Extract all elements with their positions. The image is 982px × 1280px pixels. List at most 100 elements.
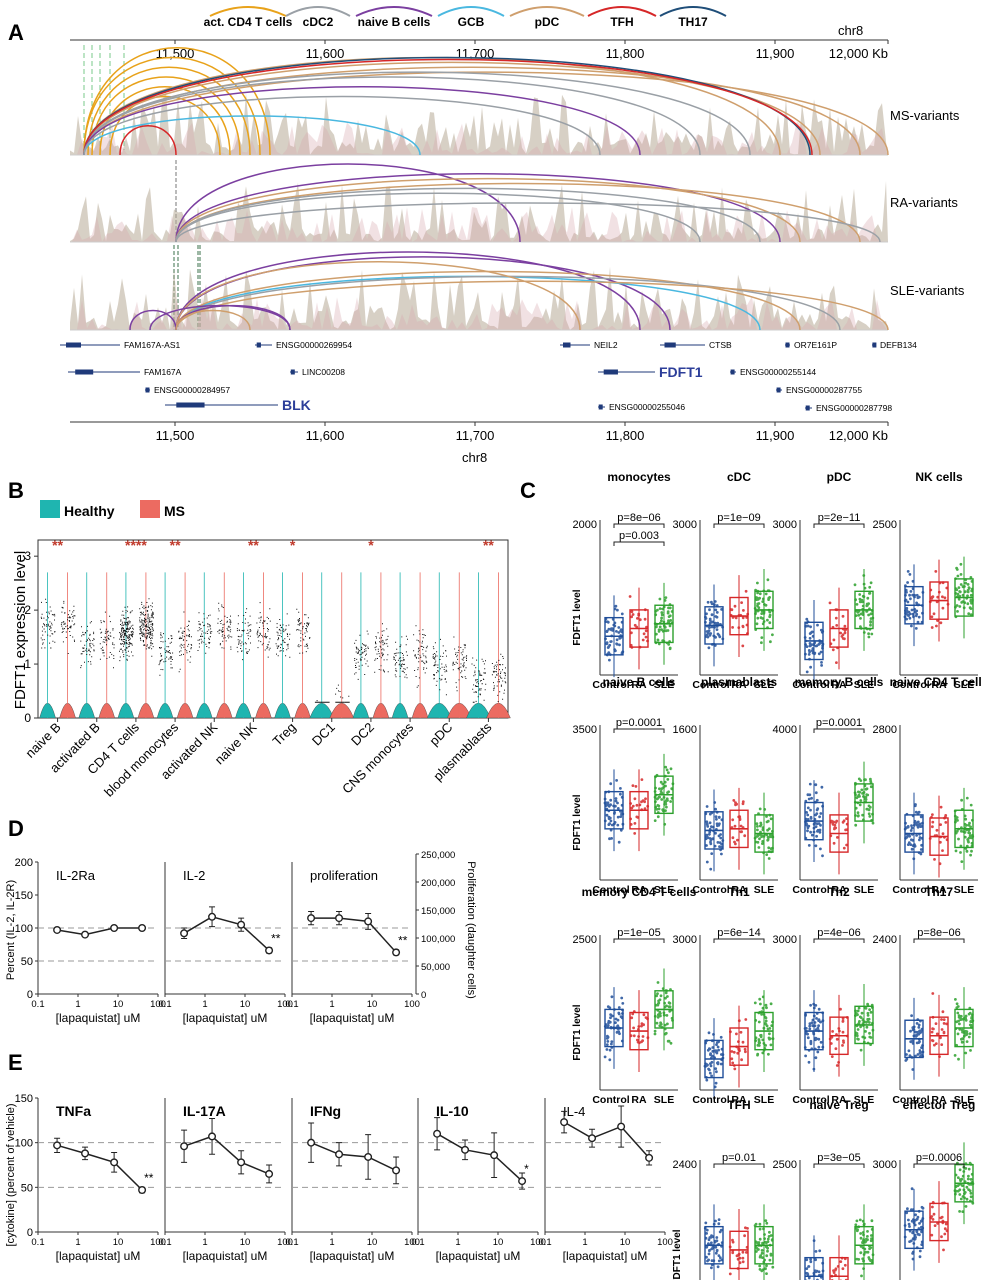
- points-7-0: [314, 700, 330, 703]
- c-points-12-1: [728, 1226, 749, 1276]
- panelE-xtick-label-3-2: 10: [493, 1237, 504, 1248]
- c-panel-title-1: cDC: [727, 470, 751, 484]
- panelD-xlabel-2: [lapaquistat] uM: [310, 1011, 395, 1025]
- top-tick-label-4: 11,900: [756, 46, 795, 61]
- chrom-label-top: chr8: [838, 23, 863, 38]
- c-ymax-12: 2400: [673, 1159, 697, 1171]
- c-group-label-0-0: Control: [592, 679, 629, 691]
- c-pvalue-11-0: p=8e−06: [917, 927, 960, 939]
- c-points-5-0: [704, 801, 725, 871]
- panelE-ytick-label-0: 0: [27, 1227, 33, 1239]
- top-axis-ticks: 11,500 11,600 11,700 11,800 11,900 12,000 Kb: [156, 40, 889, 61]
- bottom-tick-label-0: 11,500: [156, 428, 195, 443]
- panel-b-legend: Healthy MS: [40, 500, 185, 519]
- c-pvalue-1-0: p=1e−09: [717, 512, 760, 524]
- c-group-label-10-2: SLE: [854, 1094, 874, 1106]
- signal-peaks-alt-track-1: [70, 207, 888, 242]
- b-significance-0: **: [52, 537, 63, 553]
- c-points-4-2: [653, 765, 675, 826]
- points-10-1: [452, 636, 468, 692]
- gene-exon-1: [256, 342, 261, 348]
- c-points-9-1: [729, 1018, 748, 1071]
- panelD-y2tick-label-4: 200,000: [421, 878, 455, 889]
- c-bracket-8-0: [613, 938, 665, 943]
- c-ymax-1: 3000: [673, 519, 697, 531]
- panelE-point-1-1: [208, 1132, 217, 1141]
- c-points-13-0: [805, 1239, 825, 1280]
- interaction-arc-19: [175, 173, 781, 243]
- panelE-title-3: IL-10: [436, 1103, 469, 1119]
- c-points-10-0: [803, 1002, 825, 1071]
- c-group-label-3-1: RA: [931, 679, 947, 691]
- panelD-xtick-label-2-0: 0.1: [285, 999, 298, 1010]
- panelD-point-1-3: [265, 946, 274, 955]
- gene-label-3: CTSB: [709, 340, 732, 350]
- panelE-point-2-0: [307, 1138, 316, 1147]
- b-xtick-label-6: Treg: [270, 720, 299, 749]
- gene-label-13: ENSG00000255046: [609, 402, 685, 412]
- b-xtick-label-5: naive NK: [212, 719, 260, 767]
- c-points-8-2: [653, 981, 674, 1045]
- c-bracket-4-0: [613, 728, 665, 733]
- c-points-8-1: [629, 1010, 650, 1045]
- panelE-title-1: IL-17A: [183, 1103, 226, 1119]
- gene-exon-9: [730, 369, 735, 375]
- points-1-1: [99, 611, 115, 669]
- c-points-4-1: [629, 778, 650, 835]
- dose-response-plots-e: 0.1 1 10 100[lapaquistat] uM050100150TNFa**…: [15, 1093, 673, 1263]
- points-4-0: [197, 612, 213, 654]
- panelD-title-0: IL-2Ra: [56, 868, 96, 883]
- interaction-arc-25: [175, 251, 641, 331]
- gene-exon-5: [872, 342, 877, 348]
- b-ytick-label-1: 1: [24, 657, 31, 671]
- c-group-label-2-2: SLE: [854, 679, 874, 691]
- c-group-label-3-2: SLE: [954, 679, 974, 691]
- panel-d-y2label: Proliferation (daughter cells): [465, 861, 477, 999]
- c-pvalue-12-0: p=0.01: [722, 1152, 756, 1164]
- panelE-series-line-1: [183, 1135, 270, 1175]
- gene-annotation-track: FAM167A-AS1 ENSG00000269954 NEIL2 CTSB OR7E1…: [60, 340, 917, 413]
- points-1-0: [80, 621, 95, 669]
- panelE-series-line-2: [310, 1142, 397, 1172]
- panelD-ytick-label-0: 0: [27, 989, 33, 1001]
- panelD-annotation-2: **: [398, 933, 408, 947]
- panelD-ytick-label-2: 100: [15, 923, 33, 935]
- gene-exon-4: [785, 342, 790, 348]
- c-group-label-9-1: RA: [731, 1094, 747, 1106]
- gene-label-11: ENSG00000287755: [786, 385, 862, 395]
- panelE-title-2: IFNg: [310, 1103, 341, 1119]
- panelD-point-0-3: [138, 924, 147, 933]
- gene-label-2: NEIL2: [594, 340, 618, 350]
- c-points-4-0: [603, 779, 625, 844]
- c-group-label-8-0: Control: [592, 1094, 629, 1106]
- c-group-label-8-2: SLE: [654, 1094, 674, 1106]
- c-pvalue-8-0: p=1e−05: [617, 927, 660, 939]
- panelD-xtick-label-2-2: 10: [367, 999, 378, 1010]
- track-label-0: MS-variants: [890, 108, 960, 123]
- c-group-label-6-0: Control: [792, 884, 829, 896]
- gene-exon-0: [66, 342, 81, 348]
- panelE-point-2-1: [335, 1150, 344, 1159]
- panelD-xtick-label-1-3: 100: [277, 999, 293, 1010]
- gene-exon-10: [145, 387, 150, 393]
- c-group-label-0-1: RA: [631, 679, 647, 691]
- panelD-point-2-2: [364, 917, 373, 926]
- interaction-arc-3: [91, 76, 241, 156]
- interaction-arc-16: [83, 115, 421, 156]
- panelE-point-4-3: [645, 1153, 654, 1162]
- c-group-label-11-0: Control: [892, 1094, 929, 1106]
- panelD-point-2-3: [392, 948, 401, 957]
- c-points-10-2: [854, 1002, 875, 1052]
- panelE-xlabel-3: [lapaquistat] uM: [436, 1249, 521, 1263]
- panelE-point-0-2: [110, 1158, 119, 1167]
- b-significance-5: **: [248, 537, 259, 553]
- c-ymax-14: 3000: [873, 1159, 897, 1171]
- panelD-point-1-2: [237, 920, 246, 929]
- points-11-1: [491, 653, 507, 702]
- panelD-ytick-label-4: 200: [15, 857, 33, 869]
- panelD-y2tick-label-5: 250,000: [421, 850, 455, 861]
- c-ymax-2: 3000: [773, 519, 797, 531]
- panel-label-d: D: [8, 816, 24, 841]
- panelE-xlabel-0: [lapaquistat] uM: [56, 1249, 141, 1263]
